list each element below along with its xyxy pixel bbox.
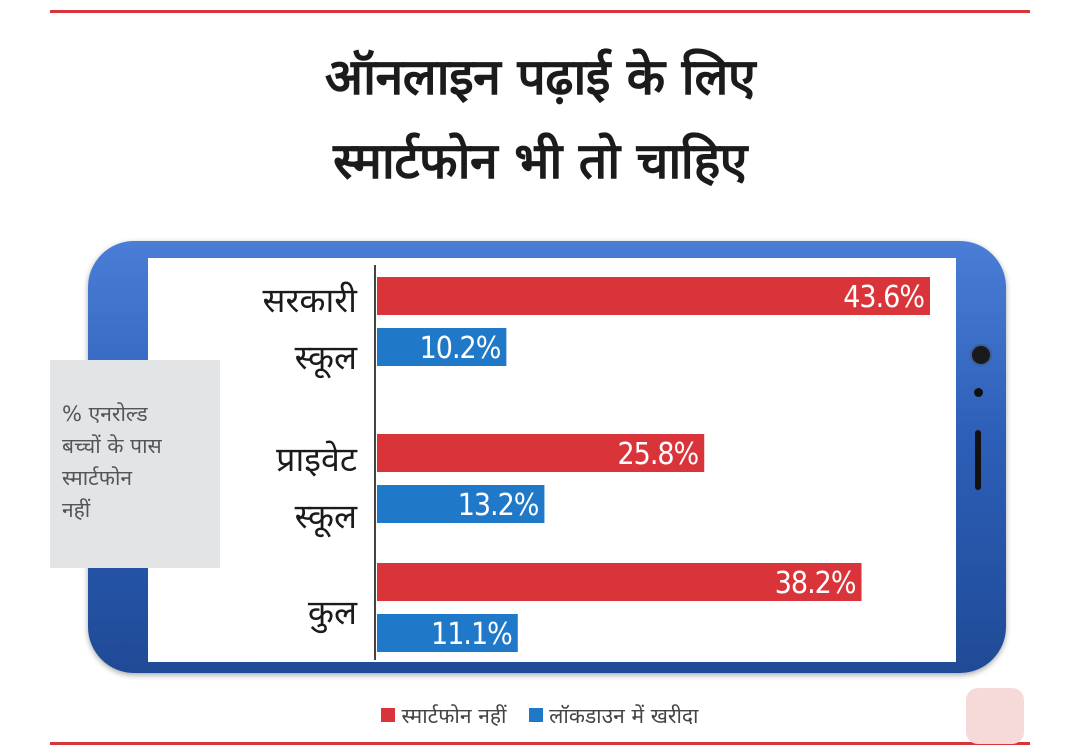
note-box [50, 360, 220, 568]
data-label: 43.6% [843, 280, 924, 315]
data-label: 38.2% [775, 566, 856, 601]
category-label: स्कूल [295, 497, 358, 538]
side-button-icon [975, 430, 981, 490]
bar-bought-in-lockdown [377, 614, 518, 652]
note-line: बच्चों के पास [62, 434, 162, 458]
category-label: प्राइवेट [276, 440, 358, 480]
note-line: नहीं [62, 498, 91, 522]
data-label: 13.2% [458, 488, 539, 523]
legend-item-bought-in-lockdown: लॉकडाउन में खरीदा [529, 702, 699, 730]
hand-icon [966, 688, 1024, 744]
chart-title-line2: स्मार्टफोन भी तो चाहिए [333, 132, 747, 190]
bar-no-smartphone [377, 563, 862, 601]
category-label: कुल [308, 593, 358, 634]
note-line: % एनरोल्ड [62, 402, 148, 426]
legend-label-no-smartphone: स्मार्टफोन नहीं [401, 704, 507, 728]
legend: स्मार्टफोन नहीं लॉकडाउन में खरीदा [0, 702, 1080, 730]
legend-swatch-red [381, 708, 396, 722]
bar-no-smartphone [377, 277, 930, 315]
legend-item-no-smartphone: स्मार्टफोन नहीं [381, 702, 506, 730]
note-text: % एनरोल्ड बच्चों के पास स्मार्टफोन नहीं [62, 398, 212, 526]
data-label: 11.1% [431, 617, 512, 652]
camera-icon [970, 344, 992, 366]
data-label: 25.8% [617, 437, 698, 472]
bar-bought-in-lockdown [377, 485, 545, 523]
chart-title-line1: ऑनलाइन पढ़ाई के लिए [324, 48, 756, 106]
data-label: 10.2% [420, 331, 501, 366]
note-line: स्मार्टफोन [62, 466, 133, 490]
sensor-icon [974, 388, 983, 397]
legend-swatch-blue [529, 708, 544, 722]
bar-no-smartphone [377, 434, 705, 472]
legend-label-bought-in-lockdown: लॉकडाउन में खरीदा [549, 704, 699, 728]
category-label: स्कूल [295, 338, 358, 379]
bar-bought-in-lockdown [377, 328, 507, 366]
category-label: सरकारी [262, 281, 358, 321]
